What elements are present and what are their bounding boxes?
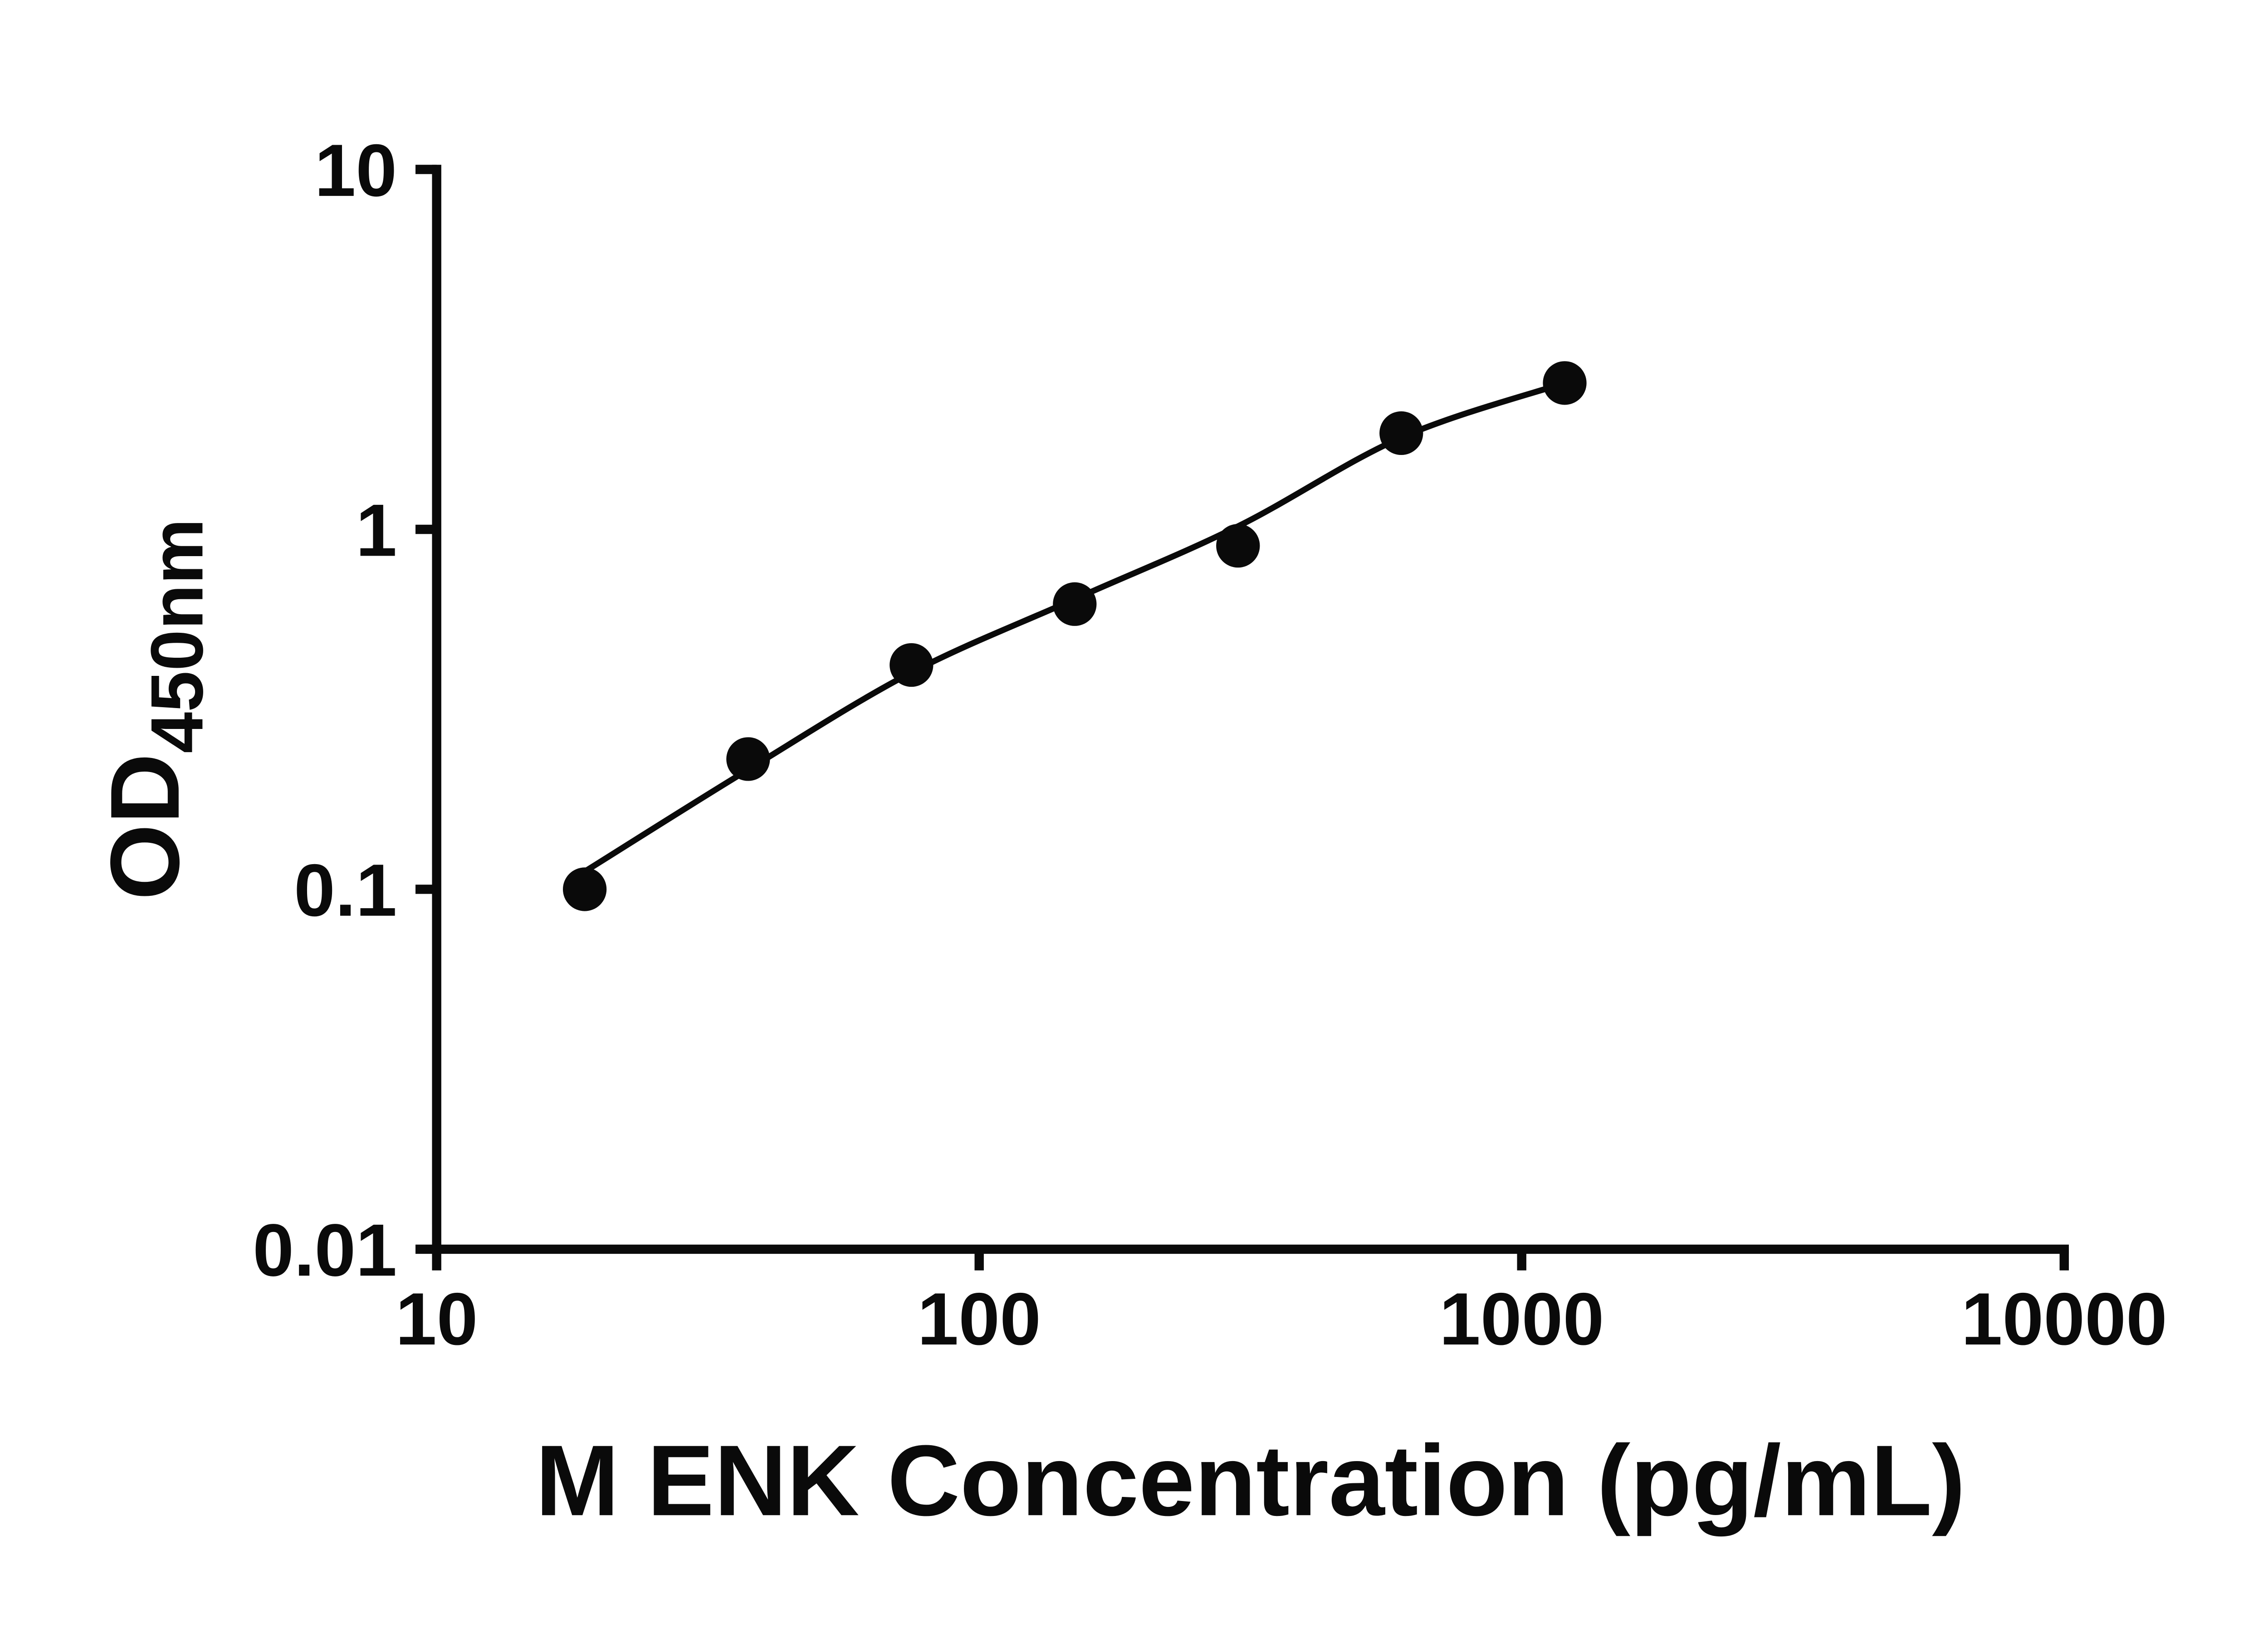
y-axis-title-subscript: 450nm <box>135 518 218 753</box>
x-axis-tick-label: 100 <box>917 1277 1041 1360</box>
data-point-marker <box>1543 361 1587 405</box>
data-point-marker <box>726 737 770 781</box>
x-axis-tick-label: 10000 <box>1961 1277 2167 1360</box>
data-point-marker <box>562 867 607 911</box>
y-axis-tick-label: 0.1 <box>294 849 397 932</box>
axis-spines <box>432 165 2069 1254</box>
data-point-marker <box>890 643 934 687</box>
y-axis-tick-label: 10 <box>314 129 397 212</box>
x-axis-tick-label: 1000 <box>1439 1277 1604 1360</box>
data-point-marker <box>1053 582 1097 626</box>
plot-layer: 10 100 1000 10000 0.01 0.1 1 10 <box>253 129 2167 1360</box>
x-axis-tick-label: 10 <box>396 1277 478 1360</box>
data-point-marker <box>1379 411 1423 455</box>
fitted-curve <box>582 380 1568 875</box>
y-axis-tick-label: 1 <box>356 489 397 572</box>
y-axis-tick-label: 0.01 <box>253 1208 397 1291</box>
data-point-marker <box>1216 524 1260 568</box>
x-axis-title: M ENK Concentration (pg/mL) <box>535 1424 1965 1536</box>
y-axis-title: OD450nm <box>90 518 219 900</box>
y-axis-title-main: OD <box>90 753 200 900</box>
